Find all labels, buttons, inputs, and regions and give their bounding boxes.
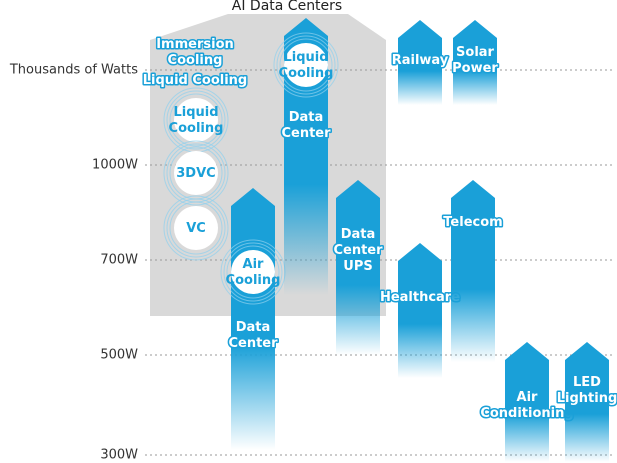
arrow [284, 18, 328, 295]
axis-label: Thousands of Watts [9, 63, 138, 78]
axis-label: 1000W [92, 158, 138, 173]
cooling-label: Liquid Cooling [143, 73, 247, 88]
arrow-label: Data Center UPS [333, 227, 383, 274]
arrow [453, 20, 497, 105]
cooling-label: VC [186, 221, 206, 236]
halo-ring [273, 32, 339, 98]
arrow-label: Healthcare [380, 290, 460, 305]
arrow [505, 342, 549, 462]
halo-ring [226, 245, 280, 299]
cooling-label: Liquid Cooling [169, 105, 224, 136]
axis-label: 300W [100, 448, 138, 463]
badge-circle [174, 151, 218, 195]
axis-label: 500W [100, 348, 138, 363]
halo-ring [163, 195, 229, 261]
halo-ring [223, 242, 283, 302]
arrow-label: Data Center [228, 320, 278, 351]
arrow-label: Telecom [443, 215, 502, 230]
cooling-label: Immersion Cooling [156, 37, 234, 68]
arrow-label: Air Conditioning [480, 390, 573, 421]
halo-ring [276, 35, 336, 95]
axis-label: 700W [100, 253, 138, 268]
badge-circle [174, 206, 218, 250]
arrow [565, 342, 609, 462]
halo-ring [169, 201, 223, 255]
halo-ring [169, 93, 223, 147]
badge-circle [174, 98, 218, 142]
halo-ring [279, 38, 333, 92]
halo-ring [166, 90, 226, 150]
arrow [336, 180, 380, 355]
badge-circle [284, 43, 328, 87]
cooling-label: 3DVC [176, 166, 215, 181]
halo-ring [163, 140, 229, 206]
arrow-label: LED Lighting [557, 375, 617, 406]
arrow [398, 243, 442, 378]
arrow-label: Solar Power [452, 45, 498, 76]
halo-ring [166, 198, 226, 258]
arrow [398, 20, 442, 105]
arrow-label: Railway [392, 53, 449, 68]
arrow [451, 180, 495, 362]
badge-circle [231, 250, 275, 294]
title: AI Data Centers [232, 0, 342, 14]
arrow-label: Data Center [281, 110, 331, 141]
arrow-badge: Air Cooling [226, 257, 281, 288]
arrow-badge: Liquid Cooling [279, 50, 334, 81]
